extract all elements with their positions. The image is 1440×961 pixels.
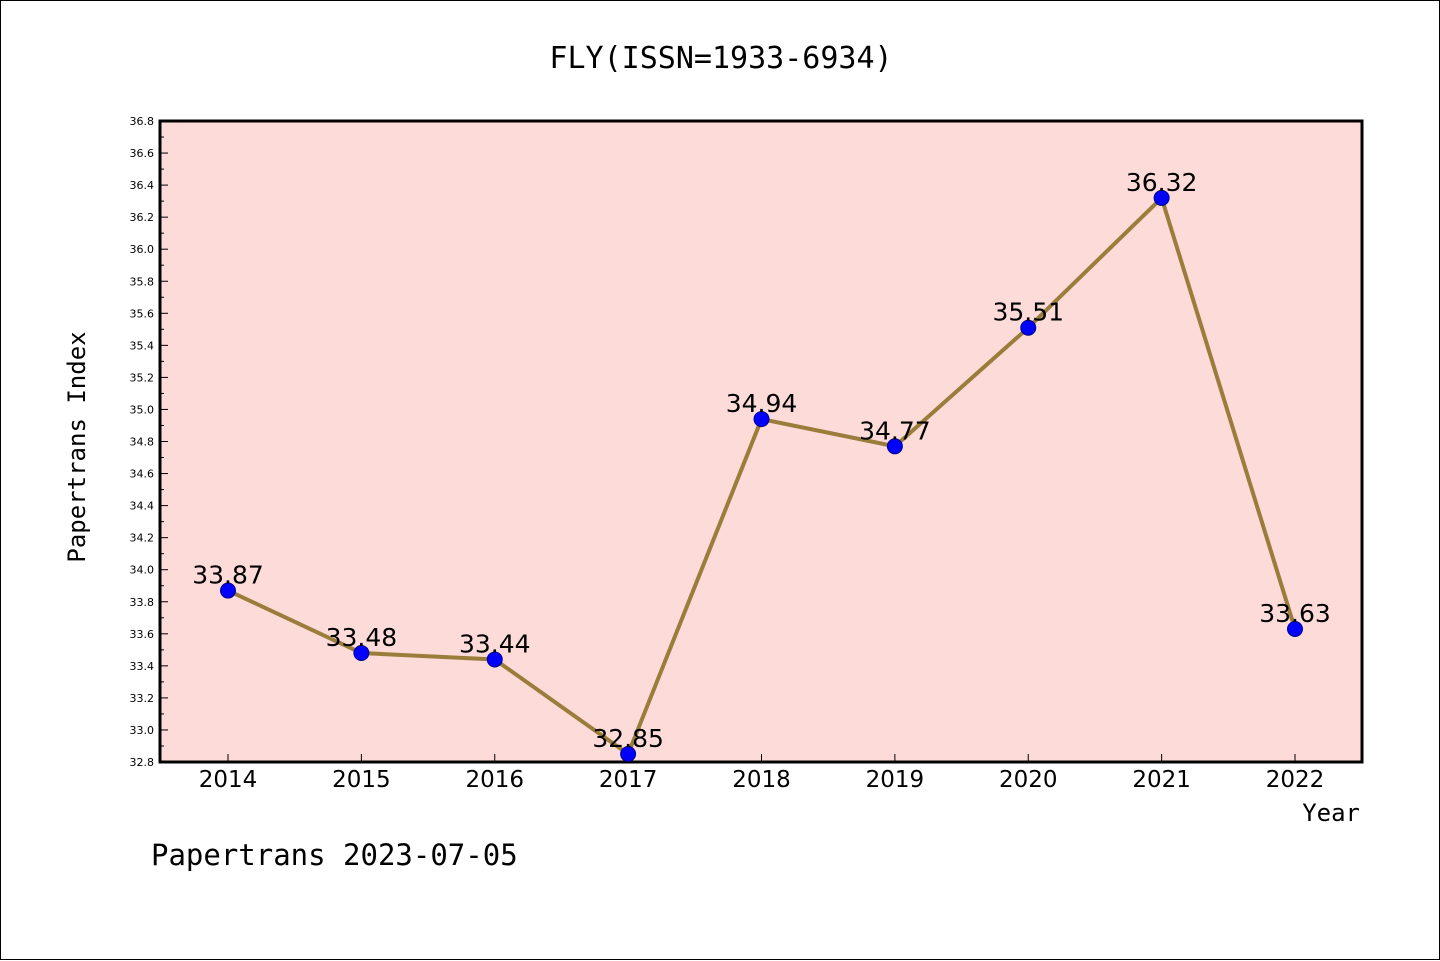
- x-tick-label: 2019: [866, 767, 925, 793]
- data-value-label: 36.32: [1126, 168, 1198, 197]
- data-value-label: 33.44: [459, 629, 531, 658]
- y-tick-label: 33.8: [130, 596, 155, 609]
- x-tick-label: 2014: [199, 767, 258, 793]
- y-tick-label: 33.0: [130, 724, 155, 737]
- x-tick-label: 2021: [1132, 767, 1191, 793]
- data-value-label: 35.51: [992, 298, 1064, 327]
- data-value-label: 34.94: [726, 389, 798, 418]
- footer-caption: Papertrans 2023-07-05: [151, 838, 518, 872]
- y-tick-label: 33.2: [130, 692, 155, 705]
- y-axis: 32.8 33.0 33.2 33.4 33.6 33.8 34.0 34.2 34.4 34.6…: [130, 115, 168, 769]
- y-tick-label: 34.4: [130, 500, 155, 513]
- data-labels: 33.87 33.48 33.44 32.85 34.94 34.77 35.51 36.32…: [192, 168, 1331, 753]
- y-tick-label: 36.6: [130, 147, 155, 160]
- data-point-marker: [620, 745, 637, 762]
- data-value-label: 33.63: [1259, 599, 1331, 628]
- data-point-marker: [353, 645, 370, 662]
- y-tick-label: 36.2: [130, 211, 155, 224]
- data-point-marker: [753, 411, 770, 428]
- y-tick-label: 36.4: [130, 179, 155, 192]
- y-tick-label: 35.6: [130, 307, 155, 320]
- x-axis-label: Year: [1302, 799, 1360, 827]
- x-axis: 2014 2015 2016 2017 2018 2019 2020 2021 2022: [199, 754, 1325, 793]
- data-value-label: 33.87: [192, 561, 264, 590]
- y-tick-label: 36.0: [130, 243, 155, 256]
- y-tick-label: 35.2: [130, 371, 155, 384]
- y-tick-label: 34.0: [130, 564, 155, 577]
- data-point-marker: [220, 582, 236, 599]
- x-tick-label: 2016: [465, 767, 524, 793]
- x-tick-label: 2022: [1266, 767, 1325, 793]
- y-tick-label: 36.8: [130, 115, 155, 128]
- y-tick-label: 33.6: [130, 628, 155, 641]
- data-value-label: 34.77: [859, 416, 931, 445]
- y-tick-label: 33.4: [130, 660, 155, 673]
- plot-area: [158, 119, 1364, 764]
- data-point-marker: [486, 651, 503, 668]
- data-point-marker: [1287, 620, 1303, 637]
- x-tick-label: 2015: [332, 767, 391, 793]
- data-point-marker: [1153, 189, 1170, 206]
- data-point-marker: [886, 438, 903, 455]
- data-value-label: 32.85: [592, 724, 664, 753]
- x-tick-label: 2018: [732, 767, 791, 793]
- y-tick-label: 35.0: [130, 403, 155, 416]
- y-tick-label: 34.8: [130, 436, 155, 449]
- data-point-marker: [1020, 319, 1037, 336]
- y-axis-label: Papertrans Index: [63, 331, 91, 562]
- y-tick-label: 34.6: [130, 468, 155, 481]
- y-tick-label: 32.8: [130, 756, 155, 769]
- chart-title: FLY(ISSN=1933-6934): [549, 41, 892, 76]
- y-tick-label: 34.2: [130, 532, 155, 545]
- y-tick-label: 35.4: [130, 339, 155, 352]
- data-value-label: 33.48: [326, 623, 398, 652]
- data-points: [220, 189, 1303, 762]
- x-tick-label: 2020: [999, 767, 1058, 793]
- x-tick-label: 2017: [599, 767, 658, 793]
- y-tick-label: 35.8: [130, 275, 155, 288]
